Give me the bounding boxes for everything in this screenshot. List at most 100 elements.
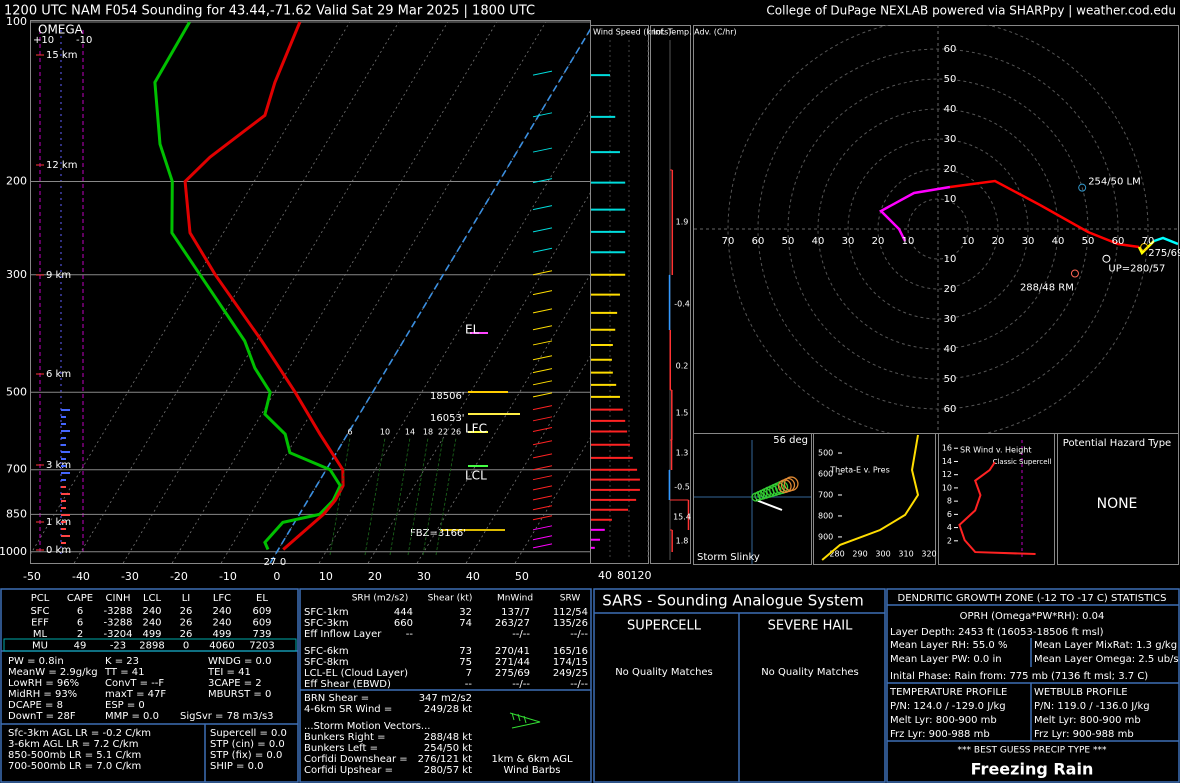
composite-index: Supercell = 0.0 bbox=[210, 728, 287, 739]
sars-heading: SEVERE HAIL bbox=[768, 619, 853, 634]
table-cell: 6 bbox=[77, 618, 83, 629]
table-cell: 7 bbox=[466, 668, 472, 679]
hodo-ring-label: 10 bbox=[962, 236, 975, 247]
storm-motion-label: 275/69 bbox=[1148, 248, 1180, 259]
table-header: SRH (m2/s2) bbox=[352, 594, 409, 604]
reference-label: Classic Supercell bbox=[993, 458, 1052, 466]
dgz-text: Mean Layer PW: 0.0 in bbox=[890, 654, 1002, 665]
table-cell: 0 bbox=[183, 641, 189, 652]
advection-label: 1.5 bbox=[676, 409, 689, 418]
index-text: maxT = 47F bbox=[105, 689, 166, 700]
wind-barb bbox=[532, 308, 553, 314]
hazard-type: NONE bbox=[1097, 496, 1138, 512]
dgz-text: Mean Layer Omega: 2.5 ub/s bbox=[1034, 654, 1179, 665]
hodo-ring bbox=[877, 168, 999, 290]
profile-text: Melt Lyr: 800-900 mb bbox=[890, 715, 997, 726]
storm-motion-value: 276/121 kt bbox=[418, 754, 473, 765]
x-tick-label: 50 bbox=[515, 570, 529, 583]
barb-sample bbox=[509, 712, 541, 729]
y-tick-label: 800 bbox=[818, 511, 833, 520]
hodo-ring-label: 20 bbox=[944, 164, 957, 175]
hodo-ring bbox=[787, 78, 1089, 380]
wind-barb bbox=[532, 505, 553, 511]
table-cell: Eff Shear (EBWD) bbox=[304, 679, 391, 690]
lapse-rate: 850-500mb LR = 5.1 C/km bbox=[8, 750, 141, 761]
profile-text: P/N: 124.0 / -129.0 J/kg bbox=[890, 701, 1006, 712]
table-cell: 271/44 bbox=[495, 657, 530, 668]
y-tick-label: 850 bbox=[6, 507, 27, 520]
isotherm bbox=[122, 21, 449, 563]
table-header: CINH bbox=[106, 593, 131, 604]
x-tick-label: -30 bbox=[121, 570, 139, 583]
kinematic-label: 4-6km SR Wind = bbox=[304, 704, 392, 715]
table-cell: 26 bbox=[180, 606, 193, 617]
omega-tick: -10 bbox=[76, 35, 92, 46]
hodo-trace bbox=[1137, 240, 1155, 256]
hodo-ring-label: 60 bbox=[752, 236, 765, 247]
hodo-ring bbox=[847, 138, 1029, 320]
x-tick-label: 310 bbox=[898, 550, 913, 559]
index-text: ConvT = --F bbox=[105, 678, 164, 689]
index-text: WNDG = 0.0 bbox=[208, 656, 271, 667]
wind-barb bbox=[532, 475, 553, 481]
hodo-ring-label: 10 bbox=[944, 254, 957, 265]
hodo-ring-label: 50 bbox=[944, 74, 957, 85]
table-cell: 6 bbox=[77, 606, 83, 617]
advection-label: -0.4 bbox=[674, 300, 690, 309]
table-cell: 7203 bbox=[249, 641, 274, 652]
panel-title: SR Wind v. Height bbox=[960, 446, 1031, 455]
y-tick-label: 200 bbox=[6, 174, 27, 187]
index-text: ESP = 0 bbox=[105, 700, 145, 711]
table-cell: 660 bbox=[394, 618, 413, 629]
height-label: 0 km bbox=[46, 545, 71, 556]
y-tick-label: 12 bbox=[942, 470, 952, 479]
index-text: PW = 0.8in bbox=[8, 656, 64, 667]
table-cell: SFC-3km bbox=[304, 618, 349, 629]
table-header: EL bbox=[256, 593, 268, 604]
table-cell: 2898 bbox=[139, 641, 164, 652]
level-label: EL bbox=[465, 323, 480, 337]
table-cell: 444 bbox=[394, 607, 413, 618]
table-header: CAPE bbox=[67, 593, 93, 604]
y-tick-label: 600 bbox=[818, 470, 833, 479]
table-cell: -3204 bbox=[103, 629, 132, 640]
table-cell: 499 bbox=[212, 629, 231, 640]
y-tick-label: 16 bbox=[942, 444, 952, 453]
hodo-ring-label: 40 bbox=[812, 236, 825, 247]
wind-barb bbox=[532, 515, 553, 521]
panel-title: Potential Hazard Type bbox=[1063, 438, 1171, 449]
wind-barb bbox=[532, 440, 553, 446]
table-header: MnWind bbox=[497, 594, 533, 604]
index-text: SigSvr = 78 m3/s3 bbox=[180, 711, 274, 722]
index-text: K = 23 bbox=[105, 656, 139, 667]
table-cell: 609 bbox=[252, 618, 271, 629]
hodo-ring-label: 60 bbox=[944, 404, 957, 415]
hodo-ring-label: 50 bbox=[782, 236, 795, 247]
advection-label: -0.5 bbox=[674, 483, 690, 492]
profile-text: Melt Lyr: 800-900 mb bbox=[1034, 715, 1141, 726]
x-tick-label: 10 bbox=[319, 570, 333, 583]
level-label: 16053' bbox=[430, 413, 465, 424]
wind-barb bbox=[532, 205, 553, 211]
y-tick-label: 8 bbox=[947, 497, 952, 506]
table-cell: --/-- bbox=[570, 629, 588, 640]
x-tick-label: -20 bbox=[170, 570, 188, 583]
y-tick-label: 2 bbox=[947, 536, 952, 545]
dgz-text: Layer Depth: 2453 ft (16053-18506 ft msl… bbox=[890, 627, 1104, 638]
wind-barb bbox=[532, 325, 553, 331]
hodo-ring-label: 40 bbox=[1052, 236, 1065, 247]
table-cell: 263/27 bbox=[495, 618, 530, 629]
mixing-ratio-label: 14 bbox=[405, 428, 415, 437]
hodo-trace bbox=[949, 179, 1140, 249]
lapse-rate: Sfc-3km AGL LR = -0.2 C/km bbox=[8, 728, 151, 739]
precip-title: *** BEST GUESS PRECIP TYPE *** bbox=[958, 746, 1107, 756]
x-tick-label: -40 bbox=[72, 570, 90, 583]
dgz-text: OPRH (Omega*PW*RH): 0.04 bbox=[960, 611, 1105, 622]
kinematic-value: 249/28 kt bbox=[424, 704, 472, 715]
surface-dewpoint: 27 bbox=[264, 557, 277, 568]
surface-wetbulb: 0 bbox=[280, 557, 286, 568]
composite-index: STP (cin) = 0.0 bbox=[210, 739, 285, 750]
isotherm bbox=[514, 437, 590, 563]
x-tick-label: 0 bbox=[273, 570, 280, 583]
table-cell: 499 bbox=[142, 629, 161, 640]
